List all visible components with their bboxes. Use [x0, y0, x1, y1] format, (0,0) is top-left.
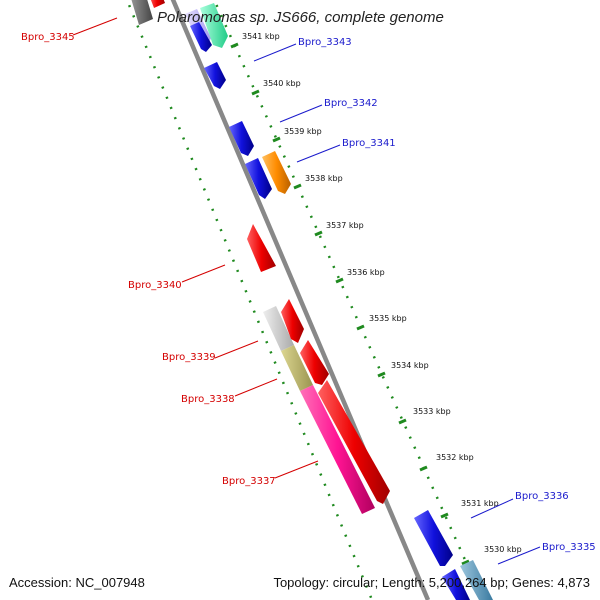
- gene-bpro-3339[interactable]: [263, 306, 294, 351]
- tick-label-3535: 3535 kbp: [369, 314, 407, 323]
- gene-bpro-3335[interactable]: [460, 560, 493, 600]
- genome-backbone: [170, 0, 431, 600]
- tick-label-3532: 3532 kbp: [436, 453, 474, 462]
- ruler-tick: [419, 465, 428, 472]
- forward-strand-genes: [149, 0, 493, 600]
- gene-bpro-3345[interactable]: [130, 0, 153, 25]
- gene-label-bpro-3340[interactable]: Bpro_3340: [128, 280, 182, 291]
- gene-bpro-3341-blue-1[interactable]: [229, 121, 254, 156]
- gene-bpro-3342[interactable]: [204, 62, 226, 89]
- gene-aqua[interactable]: [200, 3, 228, 48]
- gene-label-bpro-3336[interactable]: Bpro_3336: [515, 491, 569, 502]
- ruler-ticks: [230, 42, 470, 566]
- gene-red-3[interactable]: [318, 380, 390, 504]
- gene-bpro-3336[interactable]: [414, 510, 453, 566]
- gene-label-bpro-3341[interactable]: Bpro_3341: [342, 138, 396, 149]
- tick-label-3533: 3533 kbp: [413, 407, 451, 416]
- gene-red-2[interactable]: [300, 340, 329, 385]
- ruler-tick: [398, 418, 407, 425]
- tick-label-3530: 3530 kbp: [484, 545, 522, 554]
- ruler-tick: [251, 89, 260, 96]
- gene-label-bpro-3342[interactable]: Bpro_3342: [324, 98, 378, 109]
- gene-bpro-3337[interactable]: [300, 385, 375, 514]
- gene-label-bpro-3339[interactable]: Bpro_3339: [162, 352, 216, 363]
- ruler-tick: [356, 324, 365, 331]
- gene-bpro-3341-blue-2[interactable]: [245, 158, 272, 199]
- gene-bpro-3341[interactable]: [262, 151, 291, 194]
- gene-red-top[interactable]: [149, 0, 165, 8]
- gene-label-bpro-3343[interactable]: Bpro_3343: [298, 37, 352, 48]
- tick-label-3540: 3540 kbp: [263, 79, 301, 88]
- tick-label-3537: 3537 kbp: [326, 221, 364, 230]
- ruler-tick: [377, 371, 386, 378]
- ruler-tick: [335, 277, 344, 284]
- ruler-tick: [272, 136, 281, 143]
- gene-label-bpro-3338[interactable]: Bpro_3338: [181, 394, 235, 405]
- tick-label-3531: 3531 kbp: [461, 499, 499, 508]
- ruler-tick: [293, 183, 302, 190]
- ruler-tick: [461, 559, 470, 566]
- gene-label-bpro-3337[interactable]: Bpro_3337: [222, 476, 276, 487]
- ruler-tick: [230, 42, 239, 49]
- tick-label-3534: 3534 kbp: [391, 361, 429, 370]
- accession-label: Accession: NC_007948: [9, 575, 145, 590]
- genome-summary: Topology: circular; Length: 5,200,264 bp…: [273, 575, 590, 590]
- ruler-tick: [314, 230, 323, 237]
- tick-label-3541: 3541 kbp: [242, 32, 280, 41]
- gene-blue-bottom[interactable]: [442, 569, 470, 600]
- gene-bpro-3343[interactable]: [190, 22, 212, 52]
- tick-label-3536: 3536 kbp: [347, 268, 385, 277]
- gene-bpro-3340[interactable]: [247, 224, 276, 272]
- tick-label-3539: 3539 kbp: [284, 127, 322, 136]
- gene-red-1[interactable]: [281, 299, 304, 343]
- reverse-strand-genes: [130, 0, 375, 514]
- gene-label-bpro-3345[interactable]: Bpro_3345: [21, 32, 75, 43]
- callout-lines: [72, 17, 541, 565]
- gene-label-bpro-3335[interactable]: Bpro_3335: [542, 542, 596, 553]
- gene-bpro-3338[interactable]: [281, 345, 313, 391]
- map-title: Polaromonas sp. JS666, complete genome: [157, 9, 444, 26]
- tick-label-3538: 3538 kbp: [305, 174, 343, 183]
- ruler-tick: [440, 512, 449, 519]
- inner-ruler-ring: [125, 0, 374, 600]
- outer-ruler-ring: [212, 0, 485, 600]
